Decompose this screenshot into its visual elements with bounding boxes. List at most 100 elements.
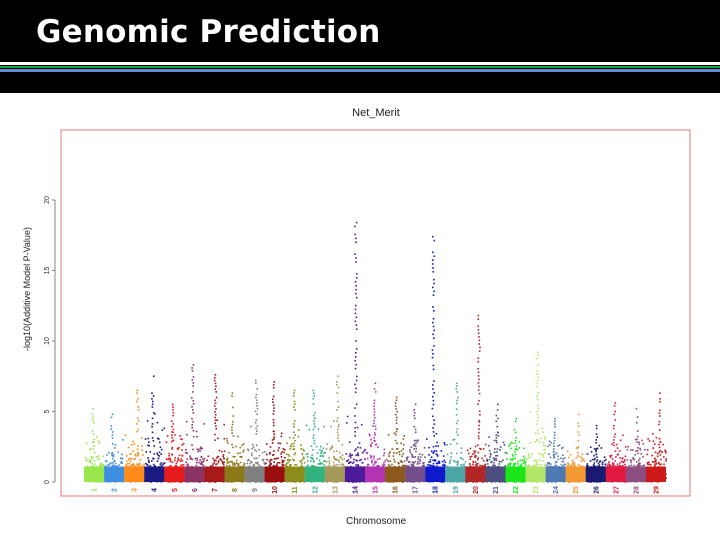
data-point xyxy=(450,452,453,454)
data-point xyxy=(160,462,163,464)
data-point xyxy=(542,460,544,462)
data-point xyxy=(514,453,517,456)
data-point xyxy=(136,452,139,455)
data-point xyxy=(453,438,456,441)
y-tick-label: 5 xyxy=(44,409,51,413)
data-point xyxy=(91,465,93,467)
data-point xyxy=(564,463,567,466)
data-point xyxy=(563,457,566,459)
data-point xyxy=(231,460,233,463)
data-point xyxy=(423,464,425,467)
data-point xyxy=(432,403,435,406)
data-point xyxy=(310,456,312,459)
data-point xyxy=(493,464,496,467)
data-point xyxy=(383,454,385,457)
data-point xyxy=(517,463,519,465)
data-point xyxy=(508,463,510,466)
data-point xyxy=(517,460,519,463)
data-point xyxy=(255,444,258,447)
data-point xyxy=(488,458,491,461)
data-point xyxy=(311,454,313,456)
manhattan-plot: Net_Merit Chromosome -log10(Additive Mod… xyxy=(22,107,691,527)
data-point xyxy=(332,455,335,458)
data-point xyxy=(424,456,426,458)
data-point xyxy=(369,454,372,457)
data-point xyxy=(272,421,275,424)
data-point xyxy=(255,427,257,430)
data-point xyxy=(523,460,525,462)
data-point xyxy=(443,463,445,466)
data-point xyxy=(226,462,229,464)
data-point xyxy=(489,452,492,455)
data-point xyxy=(544,451,546,454)
data-point xyxy=(419,460,422,462)
data-point xyxy=(528,453,530,455)
data-point xyxy=(444,464,446,467)
data-point xyxy=(90,458,93,461)
data-point xyxy=(573,464,576,466)
data-point xyxy=(174,459,176,462)
data-point xyxy=(581,458,584,460)
data-point xyxy=(355,454,357,457)
data-point xyxy=(292,395,295,397)
data-point xyxy=(310,460,312,463)
data-point xyxy=(432,452,435,454)
data-point xyxy=(333,456,335,459)
data-point xyxy=(355,363,357,366)
data-point xyxy=(171,454,173,456)
data-point xyxy=(256,430,258,432)
data-point xyxy=(389,460,392,463)
data-point xyxy=(328,460,331,462)
data-point xyxy=(348,455,351,457)
data-point xyxy=(341,443,344,446)
data-point xyxy=(136,465,139,468)
data-point xyxy=(185,449,187,451)
data-point xyxy=(391,463,393,466)
data-point xyxy=(111,434,114,436)
data-point xyxy=(158,455,161,457)
data-point xyxy=(223,461,225,463)
data-point xyxy=(582,459,585,462)
data-point xyxy=(477,360,480,363)
data-point xyxy=(191,370,194,372)
data-point xyxy=(222,463,225,466)
data-point xyxy=(96,436,98,438)
data-point xyxy=(478,339,481,342)
data-point xyxy=(288,455,291,457)
data-point xyxy=(354,449,356,452)
data-point xyxy=(402,448,404,450)
data-point xyxy=(283,451,285,454)
data-point xyxy=(495,441,498,444)
data-point xyxy=(444,461,447,463)
data-point xyxy=(108,463,111,465)
data-point xyxy=(287,453,290,456)
data-point xyxy=(436,462,439,465)
data-point xyxy=(134,458,136,460)
data-point xyxy=(477,325,479,328)
data-point xyxy=(172,428,175,431)
data-point xyxy=(495,455,497,457)
data-point xyxy=(562,458,564,460)
data-point xyxy=(537,417,539,419)
data-point xyxy=(232,446,234,449)
data-point xyxy=(558,444,561,446)
data-point xyxy=(466,449,469,452)
data-point xyxy=(370,438,372,441)
data-point xyxy=(178,459,180,461)
data-point xyxy=(435,432,438,435)
data-point xyxy=(536,423,538,425)
data-point xyxy=(432,267,434,269)
data-point xyxy=(435,453,438,455)
data-point xyxy=(579,465,581,467)
data-point xyxy=(170,420,173,422)
data-point xyxy=(497,403,499,406)
data-point xyxy=(383,448,386,451)
data-point xyxy=(373,439,375,442)
data-point xyxy=(273,407,275,409)
data-point xyxy=(328,457,330,459)
data-point xyxy=(90,456,93,458)
data-point xyxy=(97,458,99,461)
data-point xyxy=(159,446,162,449)
data-point xyxy=(284,456,286,459)
data-point xyxy=(239,446,242,449)
